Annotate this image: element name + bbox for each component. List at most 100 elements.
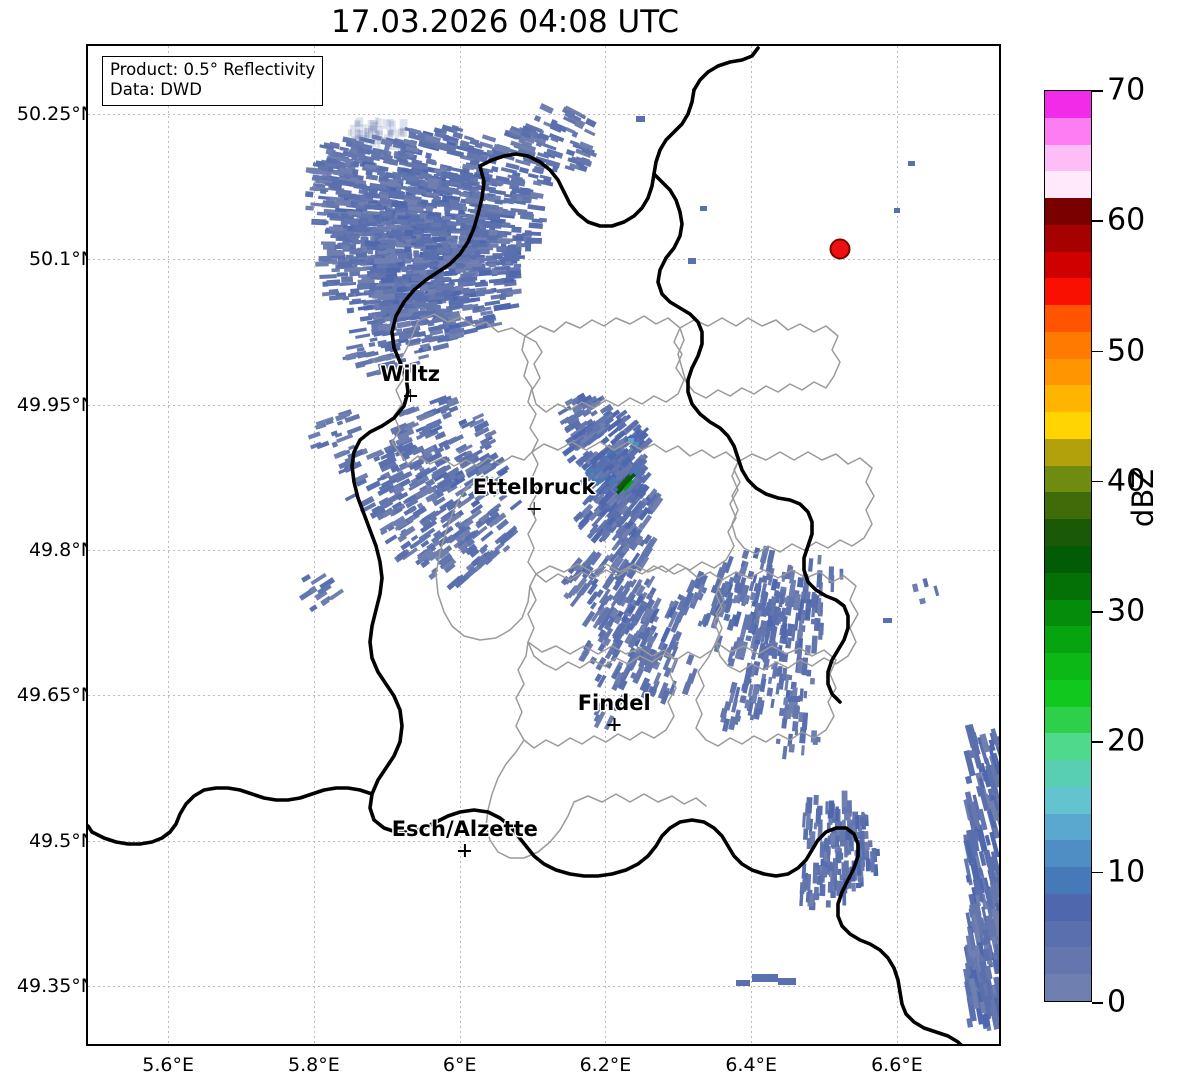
radar-map[interactable]: Product: 0.5° Reflectivity Data: DWD Wil… — [86, 44, 1001, 1046]
gridline-horizontal — [88, 695, 999, 697]
colorbar-band-12 — [1045, 653, 1091, 680]
colorbar-band-5 — [1045, 840, 1091, 868]
gridline-horizontal — [88, 985, 999, 987]
x-tick-label-1: 5.8°E — [288, 1054, 340, 1076]
gridline-vertical — [605, 46, 607, 1044]
colorbar-tick-1 — [1092, 871, 1103, 874]
district-borders — [391, 313, 875, 859]
colorbar-band-1 — [1045, 947, 1091, 975]
colorbar-unit-label: dBZ — [1126, 468, 1160, 528]
radar-cell — [360, 236, 368, 242]
gridline-horizontal — [88, 549, 999, 551]
radar-cell — [305, 191, 314, 198]
colorbar-band-23 — [1045, 358, 1091, 386]
colorbar-band-2 — [1045, 920, 1091, 948]
colorbar-band-9 — [1045, 733, 1091, 761]
y-tick-label-6: 49.35°N — [16, 974, 95, 997]
city-cross-icon — [527, 502, 541, 516]
radar-cell — [313, 219, 323, 224]
radar-cell — [377, 250, 390, 255]
colorbar-band-18 — [1045, 492, 1091, 520]
colorbar-band-17 — [1045, 519, 1091, 546]
colorbar-tick-label-5: 50 — [1107, 333, 1146, 369]
page-title: 17.03.2026 04:08 UTC — [331, 4, 679, 40]
y-tick-label-4: 49.65°N — [16, 684, 95, 707]
radar-cell — [305, 205, 314, 211]
info-product-line: Product: 0.5° Reflectivity — [110, 60, 316, 79]
city-cross-icon — [607, 718, 621, 732]
colorbar-band-26 — [1045, 278, 1091, 306]
info-data-line: Data: DWD — [110, 80, 202, 100]
colorbar-band-13 — [1045, 626, 1091, 654]
colorbar-band-22 — [1045, 385, 1091, 413]
x-tick-label-5: 6.6°E — [871, 1054, 923, 1076]
x-tick-label-3: 6.2°E — [579, 1054, 632, 1076]
y-tick-label-0: 50.25°N — [16, 102, 95, 125]
gridline-vertical — [313, 46, 315, 1044]
colorbar-tick-6 — [1092, 220, 1103, 222]
gridline-horizontal — [88, 840, 999, 842]
radar-cell — [378, 193, 391, 200]
city-marker-wiltz[interactable]: Wiltz — [380, 363, 440, 402]
colorbar-tick-7 — [1092, 90, 1103, 92]
gridline-vertical — [896, 46, 898, 1044]
colorbar[interactable] — [1044, 90, 1092, 1002]
x-tick-label-4: 6.4°E — [725, 1054, 778, 1076]
colorbar-band-24 — [1045, 331, 1091, 359]
colorbar-band-32 — [1045, 117, 1091, 145]
colorbar-tick-label-0: 0 — [1107, 984, 1127, 1020]
colorbar-tick-3 — [1092, 611, 1103, 613]
y-tick-label-1: 50.1°N — [28, 248, 95, 271]
radar-cell — [358, 136, 376, 145]
city-marker-ettelbruck[interactable]: Ettelbruck — [472, 475, 596, 516]
colorbar-band-0 — [1045, 974, 1091, 1001]
city-marker-findel[interactable]: Findel — [577, 691, 651, 732]
colorbar-tick-5 — [1092, 350, 1103, 353]
colorbar-band-16 — [1045, 545, 1091, 573]
x-tick-label-0: 5.6°E — [142, 1054, 195, 1076]
colorbar-tick-2 — [1092, 741, 1103, 744]
colorbar-band-33 — [1045, 91, 1091, 118]
radar-cell — [310, 202, 327, 207]
city-label: Ettelbruck — [472, 475, 596, 500]
colorbar-band-6 — [1045, 813, 1091, 841]
colorbar-band-21 — [1045, 412, 1091, 439]
radar-cell — [383, 144, 391, 151]
city-cross-icon — [403, 388, 417, 402]
gridline-vertical — [168, 46, 170, 1044]
city-label: Esch/Alzette — [391, 817, 538, 842]
info-box: Product: 0.5° Reflectivity Data: DWD — [102, 56, 324, 106]
colorbar-tick-label-3: 30 — [1107, 593, 1146, 629]
gridline-horizontal — [88, 404, 999, 406]
radar-echo-layer — [298, 102, 999, 1032]
colorbar-tick-label-6: 60 — [1107, 202, 1146, 238]
gridline-vertical — [751, 46, 753, 1044]
x-tick-label-2: 6°E — [442, 1054, 477, 1076]
colorbar-band-14 — [1045, 599, 1091, 627]
y-tick-label-2: 49.95°N — [16, 393, 95, 416]
colorbar-band-31 — [1045, 144, 1091, 172]
gridline-horizontal — [88, 113, 999, 115]
colorbar-band-28 — [1045, 224, 1091, 252]
y-tick-label-3: 49.8°N — [28, 538, 95, 561]
colorbar-band-20 — [1045, 438, 1091, 466]
colorbar-band-27 — [1045, 251, 1091, 279]
colorbar-tick-4 — [1092, 480, 1103, 483]
colorbar-tick-label-7: 70 — [1107, 72, 1146, 108]
colorbar-band-19 — [1045, 465, 1091, 493]
radar-site-marker[interactable] — [829, 238, 851, 260]
colorbar-band-25 — [1045, 305, 1091, 332]
y-tick-label-5: 49.5°N — [28, 829, 95, 852]
city-cross-icon — [458, 844, 472, 858]
city-label: Findel — [577, 691, 651, 716]
colorbar-band-7 — [1045, 786, 1091, 814]
colorbar-band-15 — [1045, 572, 1091, 600]
colorbar-band-30 — [1045, 171, 1091, 199]
city-marker-esch-alzette[interactable]: Esch/Alzette — [391, 817, 538, 858]
radar-cell — [371, 134, 382, 141]
radar-cell — [425, 152, 432, 159]
colorbar-tick-label-2: 20 — [1107, 723, 1146, 759]
radar-cell — [425, 205, 434, 213]
colorbar-band-29 — [1045, 198, 1091, 225]
